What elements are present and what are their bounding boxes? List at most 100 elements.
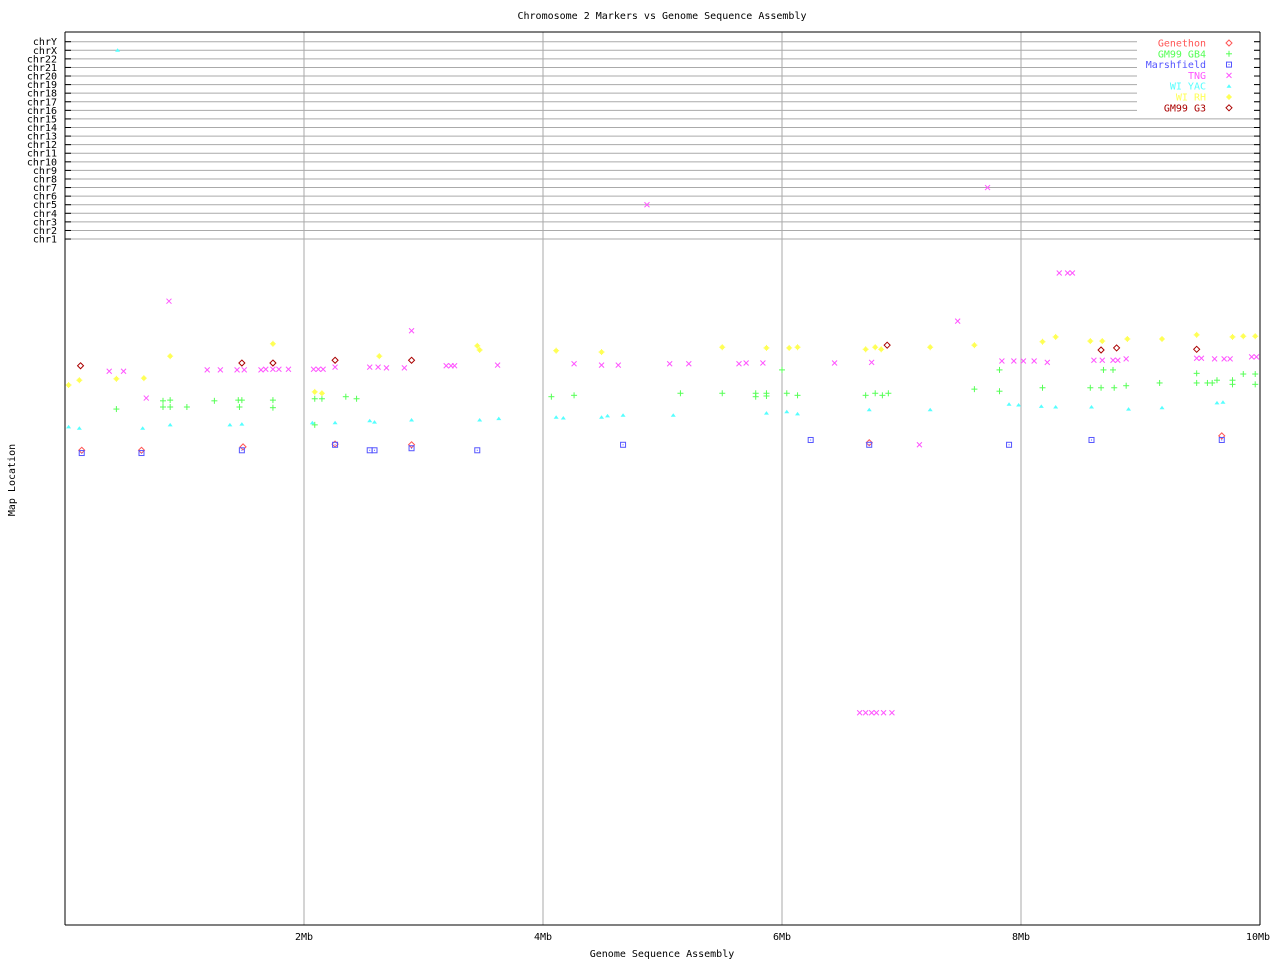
point-wi-yac bbox=[1006, 402, 1012, 406]
point-gm99-gb4 bbox=[879, 392, 886, 399]
chromosome-lines: chrYchrXchr22chr21chr20chr19chr18chr17ch… bbox=[27, 37, 1260, 246]
chromosome-label: chr8 bbox=[33, 174, 57, 185]
chromosome-label: chr17 bbox=[27, 97, 57, 108]
point-tng bbox=[873, 709, 880, 716]
point-tng bbox=[1099, 357, 1106, 364]
point-tng bbox=[401, 364, 408, 371]
chromosome-label: chr3 bbox=[33, 217, 57, 228]
point-gm99-gb4 bbox=[1156, 379, 1163, 386]
point-tng bbox=[320, 366, 326, 373]
point-wi-yac bbox=[76, 426, 82, 430]
point-tng bbox=[856, 709, 863, 716]
point-wi-yac bbox=[599, 415, 605, 419]
point-marshfield bbox=[408, 445, 415, 452]
point-tng bbox=[332, 364, 338, 371]
point-tng bbox=[954, 318, 961, 324]
legend-cross-icon bbox=[1226, 72, 1232, 79]
chart-title: Chromosome 2 Markers vs Genome Sequence … bbox=[518, 11, 807, 22]
point-wi-yac bbox=[332, 420, 338, 425]
legend-diamond-icon bbox=[1225, 104, 1233, 112]
point-marshfield bbox=[866, 441, 873, 448]
legend-label: GM99 GB4 bbox=[1158, 49, 1206, 60]
legend-label: WI YAC bbox=[1170, 82, 1206, 93]
legend-label: TNG bbox=[1188, 71, 1206, 82]
point-tng bbox=[276, 366, 282, 373]
point-gm99-gb4 bbox=[183, 404, 190, 411]
point-tng bbox=[143, 395, 150, 401]
point-gm99-g3 bbox=[331, 356, 339, 364]
point-tng bbox=[760, 360, 766, 366]
point-tng bbox=[736, 360, 742, 367]
point-wi-yac bbox=[1053, 405, 1059, 409]
chromosome-label: chr4 bbox=[33, 209, 57, 220]
point-gm99-gb4 bbox=[1252, 371, 1259, 378]
point-tng bbox=[258, 367, 264, 373]
point-gm99-gb4 bbox=[1100, 366, 1107, 373]
point-gm99-gb4 bbox=[1098, 384, 1105, 391]
point-wi-rh bbox=[971, 342, 978, 349]
point-wi-yac bbox=[620, 413, 626, 417]
chromosome-label: chr21 bbox=[27, 63, 57, 74]
point-tng bbox=[831, 360, 838, 366]
point-gm99-gb4 bbox=[1209, 379, 1216, 386]
point-tng bbox=[443, 362, 450, 369]
point-gm99-gb4 bbox=[971, 386, 978, 393]
point-tng bbox=[666, 360, 673, 367]
point-wi-rh bbox=[719, 344, 726, 351]
point-gm99-gb4 bbox=[113, 406, 120, 413]
x-tick-label: 6Mb bbox=[773, 932, 791, 943]
point-tng bbox=[1110, 357, 1116, 364]
point-wi-yac bbox=[1038, 404, 1044, 408]
axes: 2Mb 4Mb 6Mb 8Mb 10Mb bbox=[64, 31, 1270, 943]
point-wi-yac bbox=[167, 422, 173, 427]
point-gm99-gb4 bbox=[1229, 381, 1236, 388]
x-tick-label: 8Mb bbox=[1012, 932, 1030, 943]
point-marshfield bbox=[1218, 436, 1225, 443]
point-tng bbox=[204, 367, 211, 373]
point-gm99-gb4 bbox=[719, 390, 726, 397]
point-wi-rh bbox=[1252, 333, 1259, 340]
point-tng bbox=[1010, 358, 1017, 364]
point-wi-rh bbox=[763, 344, 770, 351]
point-tng bbox=[598, 362, 605, 368]
point-wi-yac bbox=[66, 424, 72, 429]
point-gm99-gb4 bbox=[167, 404, 174, 411]
point-wi-rh bbox=[1087, 338, 1094, 345]
point-wi-rh bbox=[140, 375, 147, 382]
point-wi-rh bbox=[474, 342, 481, 349]
point-wi-rh bbox=[1229, 333, 1236, 340]
point-wi-rh bbox=[872, 344, 879, 351]
point-tng bbox=[916, 441, 923, 448]
point-wi-yac-chrX bbox=[115, 48, 121, 52]
point-marshfield bbox=[78, 450, 85, 457]
point-gm99-gb4 bbox=[1240, 371, 1247, 378]
point-wi-yac bbox=[409, 418, 415, 422]
point-gm99-g3 bbox=[1192, 345, 1201, 354]
point-tng bbox=[1193, 355, 1200, 362]
point-wi-yac bbox=[1214, 400, 1220, 405]
point-gm99-gb4 bbox=[353, 395, 360, 402]
point-tng bbox=[1123, 356, 1130, 362]
chromosome-label: chr13 bbox=[27, 132, 57, 143]
point-wi-rh bbox=[167, 353, 174, 360]
chromosome-label: chr22 bbox=[27, 54, 57, 65]
point-tng bbox=[880, 709, 887, 716]
point-tng bbox=[1056, 270, 1063, 276]
chromosome-label: chr1 bbox=[33, 235, 57, 246]
point-wi-yac bbox=[367, 418, 373, 423]
point-gm99-g3 bbox=[238, 359, 246, 367]
point-wi-yac bbox=[560, 415, 566, 420]
point-wi-yac bbox=[309, 420, 315, 425]
point-tng bbox=[615, 362, 622, 368]
point-marshfield bbox=[1088, 436, 1095, 443]
point-genethon bbox=[1218, 432, 1226, 440]
point-wi-yac bbox=[1159, 405, 1165, 410]
chromosome-label: chrX bbox=[33, 46, 57, 57]
point-gm99-gb4 bbox=[763, 393, 770, 400]
point-tng bbox=[1031, 358, 1037, 364]
chromosome-label: chr2 bbox=[33, 226, 57, 237]
point-wi-yac bbox=[496, 416, 502, 421]
point-tng bbox=[743, 360, 750, 366]
legend-label: GM99 G3 bbox=[1164, 103, 1206, 114]
point-tng bbox=[868, 709, 875, 716]
